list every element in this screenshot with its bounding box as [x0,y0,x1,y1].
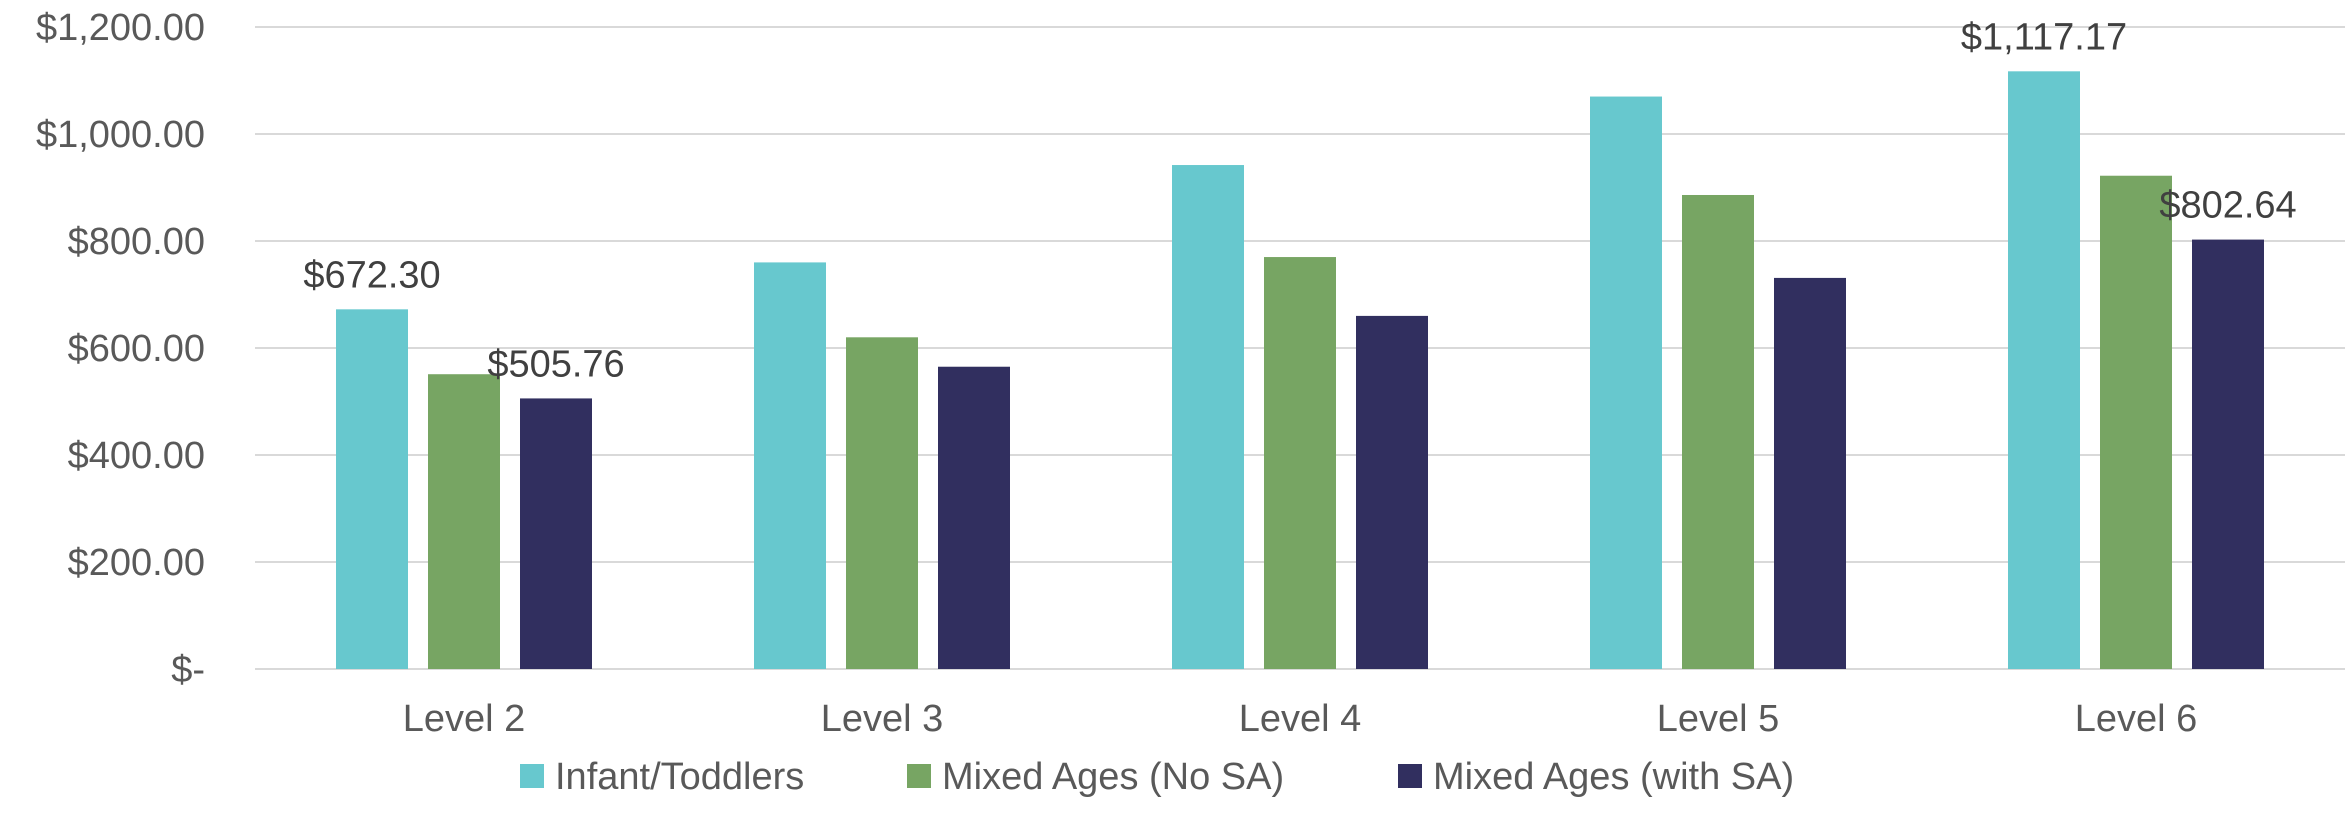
bar [2100,175,2172,670]
bar [754,262,826,669]
bar [1356,315,1428,669]
y-tick-label: $200.00 [68,542,205,584]
bar [1172,165,1244,669]
bar [938,366,1010,669]
legend-label: Mixed Ages (No SA) [942,756,1284,798]
bar [1264,257,1336,669]
legend-swatch [1398,764,1422,788]
data-label: $505.76 [487,343,624,385]
bar [2192,239,2264,670]
bar [520,398,592,669]
x-category-label: Level 5 [1657,698,1780,740]
bar [336,309,408,669]
legend: Infant/Toddlers Mixed Ages (No SA) Mixed A… [520,756,1794,798]
data-labels: $672.30 $505.76 $1,117.17 $802.64 [303,16,2296,385]
y-axis-tick-labels: $- $200.00 $400.00 $600.00 $800.00 $1,000.00 $… [36,7,205,691]
x-category-label: Level 3 [821,698,944,740]
data-label: $1,117.17 [1961,16,2127,58]
bar [846,337,918,669]
y-tick-label: $600.00 [68,328,205,370]
legend-label: Mixed Ages (with SA) [1433,756,1794,798]
x-category-label: Level 2 [403,698,526,740]
y-tick-label: $800.00 [68,221,205,263]
data-label: $672.30 [303,254,440,296]
y-tick-label: $1,200.00 [36,7,205,49]
legend-swatch [520,764,544,788]
x-category-label: Level 4 [1239,698,1362,740]
bars [336,71,2264,670]
bar [428,374,500,669]
bar [2008,71,2080,670]
y-tick-label: $- [171,649,205,691]
legend-swatch [907,764,931,788]
bar [1682,194,1754,670]
legend-label: Infant/Toddlers [555,756,804,798]
x-category-label: Level 6 [2075,698,2198,740]
x-axis-category-labels: Level 2 Level 3 Level 4 Level 5 Level 6 [403,698,2198,740]
bar [1774,277,1846,669]
y-tick-label: $1,000.00 [36,114,205,156]
y-tick-label: $400.00 [68,435,205,477]
data-label: $802.64 [2159,185,2296,227]
bar [1590,96,1662,670]
